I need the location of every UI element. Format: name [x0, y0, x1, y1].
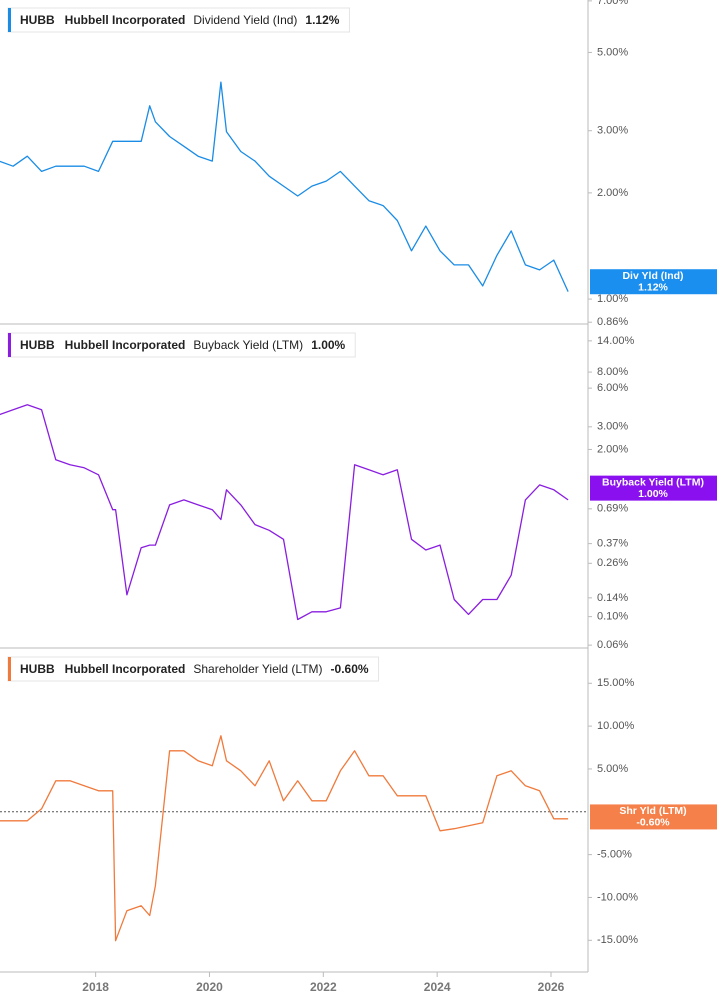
legend: HUBB Hubbell Incorporated Shareholder Yiel… [7, 656, 380, 682]
legend-text: Hubbell Incorporated [65, 13, 186, 27]
series-line [0, 404, 569, 621]
badge-label: Shr Yld (LTM) [619, 805, 686, 817]
y-tick-label: -10.00% [597, 891, 638, 903]
x-tick-label: 2022 [310, 980, 337, 994]
y-tick-label: 14.00% [597, 335, 635, 347]
y-tick-label: 3.00% [597, 421, 628, 433]
x-tick-label: 2024 [424, 980, 451, 994]
y-tick-label: 6.00% [597, 382, 628, 394]
y-tick-label: 15.00% [597, 677, 635, 689]
y-tick-label: 5.00% [597, 46, 628, 58]
badge-value: 1.12% [638, 282, 668, 294]
legend-text: Hubbell Incorporated [65, 662, 186, 676]
legend-text: -0.60% [331, 662, 369, 676]
series-line [0, 735, 569, 942]
y-tick-label: 3.00% [597, 125, 628, 137]
y-tick-label: -5.00% [597, 849, 632, 861]
legend-text: HUBB [20, 662, 55, 676]
x-tick-label: 2026 [538, 980, 565, 994]
legend-box [7, 332, 356, 358]
y-tick-label: 0.69% [597, 503, 628, 515]
y-tick-label: 2.00% [597, 187, 628, 199]
legend-swatch [8, 8, 11, 32]
legend-swatch [8, 333, 11, 357]
y-tick-label: 0.14% [597, 592, 628, 604]
legend-swatch [8, 657, 11, 681]
legend-text: HUBB [20, 13, 55, 27]
legend-text: 1.00% [311, 338, 345, 352]
x-tick-label: 2018 [82, 980, 109, 994]
y-tick-label: 2.00% [597, 443, 628, 455]
x-tick-label: 2020 [196, 980, 223, 994]
legend-text: Shareholder Yield (LTM) [193, 662, 322, 676]
badge-value: 1.00% [638, 488, 668, 500]
value-badge [590, 269, 717, 295]
badge-value: -0.60% [636, 817, 670, 829]
legend-text: 1.12% [305, 13, 339, 27]
y-tick-label: 5.00% [597, 763, 628, 775]
legend: HUBB Hubbell Incorporated Dividend Yield (… [7, 7, 350, 33]
legend-text: Dividend Yield (Ind) [193, 13, 297, 27]
value-badge [590, 475, 717, 501]
legend: HUBB Hubbell Incorporated Buyback Yield (L… [7, 332, 356, 358]
y-tick-label: 7.00% [597, 0, 628, 7]
legend-text: Hubbell Incorporated [65, 338, 186, 352]
y-tick-label: 8.00% [597, 366, 628, 378]
y-tick-label: 0.10% [597, 611, 628, 623]
y-tick-label: 0.86% [597, 316, 628, 328]
legend-box [7, 7, 350, 33]
y-tick-label: -15.00% [597, 934, 638, 946]
y-tick-label: 0.37% [597, 538, 628, 550]
y-tick-label: 1.00% [597, 293, 628, 305]
legend-text: Buyback Yield (LTM) [193, 338, 303, 352]
badge-label: Div Yld (Ind) [622, 270, 683, 282]
value-badge [590, 804, 717, 830]
y-tick-label: 0.26% [597, 557, 628, 569]
badge-label: Buyback Yield (LTM) [602, 476, 704, 488]
legend-box [7, 656, 380, 682]
series-line [0, 81, 569, 292]
y-tick-label: 10.00% [597, 720, 635, 732]
legend-text: HUBB [20, 338, 55, 352]
y-tick-label: 0.06% [597, 639, 628, 651]
